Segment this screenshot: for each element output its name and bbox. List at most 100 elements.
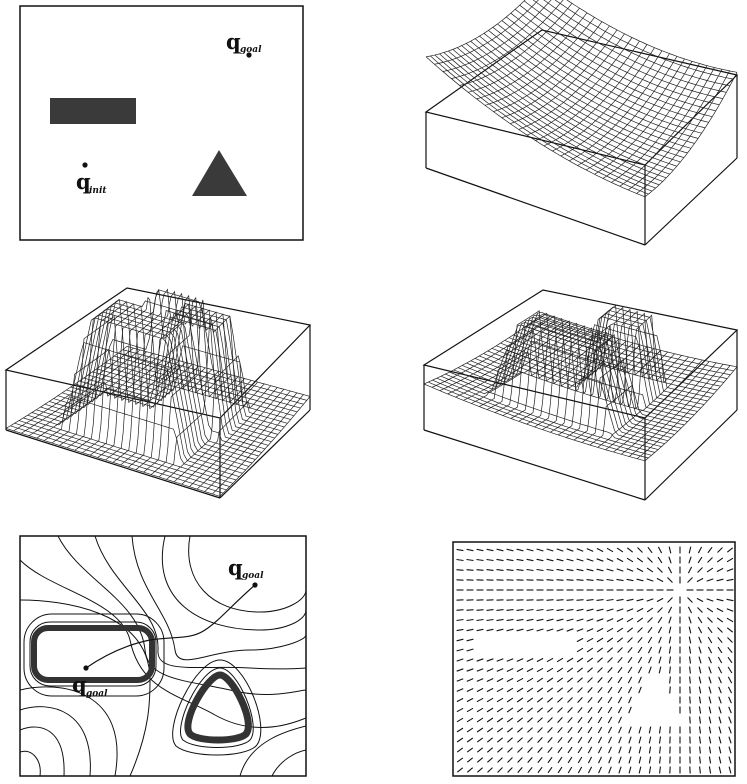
mesh-line [514,9,716,112]
gradient-arrow [667,597,673,603]
gradient-arrow [706,578,714,582]
gradient-arrow [526,608,534,612]
gradient-arrow [596,558,604,562]
gradient-arrow [726,627,734,633]
gradient-arrow [486,658,494,662]
gradient-arrow [576,548,584,552]
mesh-line [101,365,291,420]
gradient-arrow [668,626,672,634]
gradient-arrow [566,618,574,622]
goal-point [246,52,252,58]
gradient-arrow [717,666,723,674]
gradient-arrow [476,697,484,703]
gradient-arrow [566,599,574,601]
gradient-arrow [466,648,474,652]
mesh-line [510,12,713,118]
gradient-arrow [517,737,523,743]
mesh-line [560,50,663,157]
gradient-arrow [576,568,584,572]
contour-line [20,686,118,776]
gradient-arrow [486,697,494,703]
gradient-arrow [556,548,564,552]
gradient-arrow [476,668,484,672]
gradient-arrow [608,736,612,744]
gradient-arrow [456,558,464,562]
gradient-arrow [726,608,734,612]
gradient-arrow [567,766,573,774]
gradient-arrow [728,726,732,734]
gradient-arrow [698,656,702,664]
gradient-arrow [667,577,673,583]
gradient-arrow [697,546,703,554]
gradient-arrow [616,637,624,643]
gradient-arrow [536,618,544,622]
gradient-arrow [637,666,643,674]
gradient-arrow [606,608,614,612]
gradient-arrow [606,647,614,653]
gradient-arrow [546,677,554,683]
gradient-arrow [486,628,494,632]
gradient-arrow [566,677,574,683]
gradient-arrow [616,627,624,633]
gradient-arrow [526,677,534,683]
gradient-arrow [526,628,534,632]
gradient-arrow [627,676,633,684]
gradient-arrow [526,568,534,572]
gradient-arrow [526,658,534,662]
gradient-arrow [506,677,514,683]
mesh-line [542,304,648,430]
gradient-arrow [476,678,484,682]
gradient-arrow [456,569,464,571]
gradient-arrow [628,696,632,704]
gradient-arrow [636,578,644,582]
gradient-arrow [626,557,634,563]
gradient-arrow [456,548,464,552]
gradient-arrow [576,647,584,653]
gradient-arrow [607,706,613,714]
gradient-arrow [647,557,653,563]
gradient-arrow [716,617,724,623]
gradient-arrow [456,638,464,642]
gradient-arrow [708,686,712,694]
gradient-arrow [516,569,524,571]
gradient-arrow [536,687,544,693]
gradient-arrow [648,726,652,734]
gradient-arrow [456,727,464,733]
gradient-arrow [476,727,484,733]
gradient-arrow [689,686,691,694]
gradient-arrow [456,688,464,692]
mesh-line [120,290,226,466]
gradient-arrow [606,568,614,572]
mesh-line [150,299,252,475]
gradient-arrow [466,727,474,733]
gradient-arrow [637,627,643,633]
gradient-arrow [607,696,613,704]
gradient-arrow [726,617,734,623]
gradient-arrow [718,706,722,714]
gradient-arrow [728,756,732,764]
gradient-arrow [517,767,523,773]
mesh-line [112,288,219,463]
gradient-arrow [496,677,504,683]
gradient-arrow [476,757,484,763]
gradient-arrow [618,716,622,724]
gradient-arrow [577,766,583,774]
gradient-arrow [566,558,574,562]
mesh-line [542,313,738,368]
gradient-arrow [717,627,723,633]
gradient-field-panel [452,541,736,777]
gradient-arrow [716,557,724,563]
gradient-arrow [608,756,612,764]
gradient-arrow [607,676,613,684]
box-edge [219,409,311,499]
gradient-arrow [497,747,503,753]
gradient-arrow [618,746,622,754]
gradient-arrow [707,636,713,644]
gradient-arrow [616,608,624,612]
gradient-arrow [497,767,503,773]
contour-panel: q goal q goal [19,535,307,777]
gradient-arrow [598,756,602,764]
gradient-arrow [636,607,644,613]
gradient-arrow [626,608,634,612]
gradient-arrow [726,547,734,553]
